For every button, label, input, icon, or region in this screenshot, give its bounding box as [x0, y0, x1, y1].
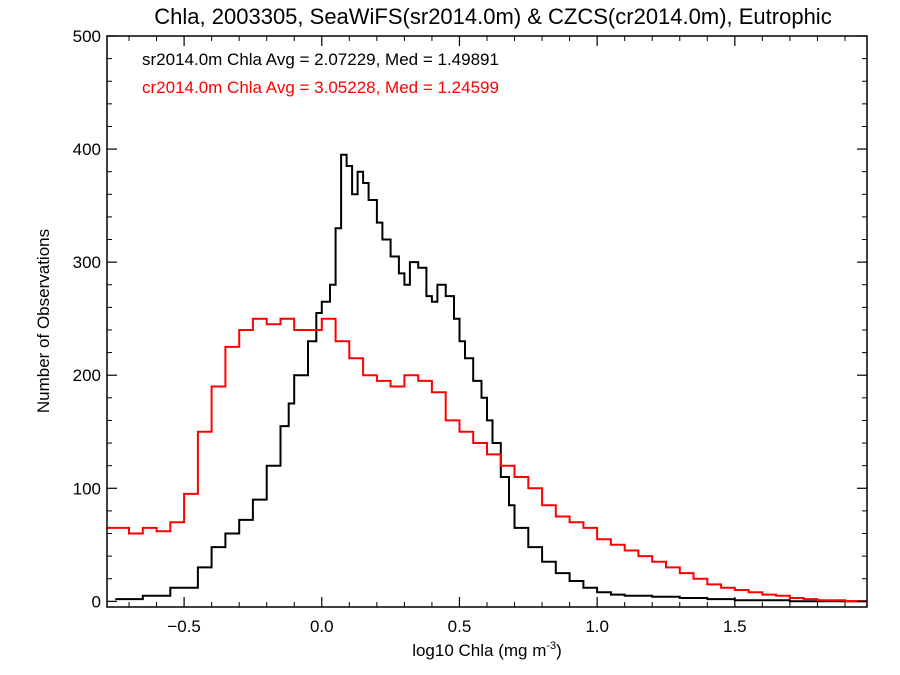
x-tick-label: 1.5: [723, 617, 747, 636]
x-axis: −0.5 0.0 0.5 1.0 1.5: [128, 36, 846, 636]
legend-entry-seawifs: sr2014.0m Chla Avg = 2.07229, Med = 1.49…: [142, 50, 499, 69]
x-tick-label: 0.0: [310, 617, 334, 636]
y-tick-label: 300: [73, 253, 101, 272]
series-0-line: [115, 153, 867, 603]
y-axis: 0 100 200 300 400 500: [73, 27, 867, 611]
chart-title: Chla, 2003305, SeaWiFS(sr2014.0m) & CZCS…: [154, 4, 831, 29]
x-tick-label: −0.5: [167, 617, 201, 636]
y-axis-label: Number of Observations: [34, 229, 53, 413]
x-tick-label: 0.5: [448, 617, 472, 636]
y-tick-label: 100: [73, 479, 101, 498]
x-axis-label-main: log10 Chla (mg m: [412, 641, 546, 660]
x-axis-label-end: ): [556, 641, 562, 660]
y-tick-label: 500: [73, 27, 101, 46]
series-layer: [107, 153, 867, 603]
y-tick-label: 400: [73, 140, 101, 159]
x-tick-label: 1.0: [585, 617, 609, 636]
y-tick-label: 0: [92, 592, 101, 611]
series-1-line: [107, 317, 867, 603]
x-axis-label-superscript: -3: [546, 640, 556, 652]
legend-entry-czcs: cr2014.0m Chla Avg = 3.05228, Med = 1.24…: [142, 78, 499, 97]
x-axis-label: log10 Chla (mg m-3): [412, 640, 562, 660]
plot-frame: [106, 35, 868, 608]
legend: sr2014.0m Chla Avg = 2.07229, Med = 1.49…: [142, 50, 499, 97]
y-tick-label: 200: [73, 366, 101, 385]
